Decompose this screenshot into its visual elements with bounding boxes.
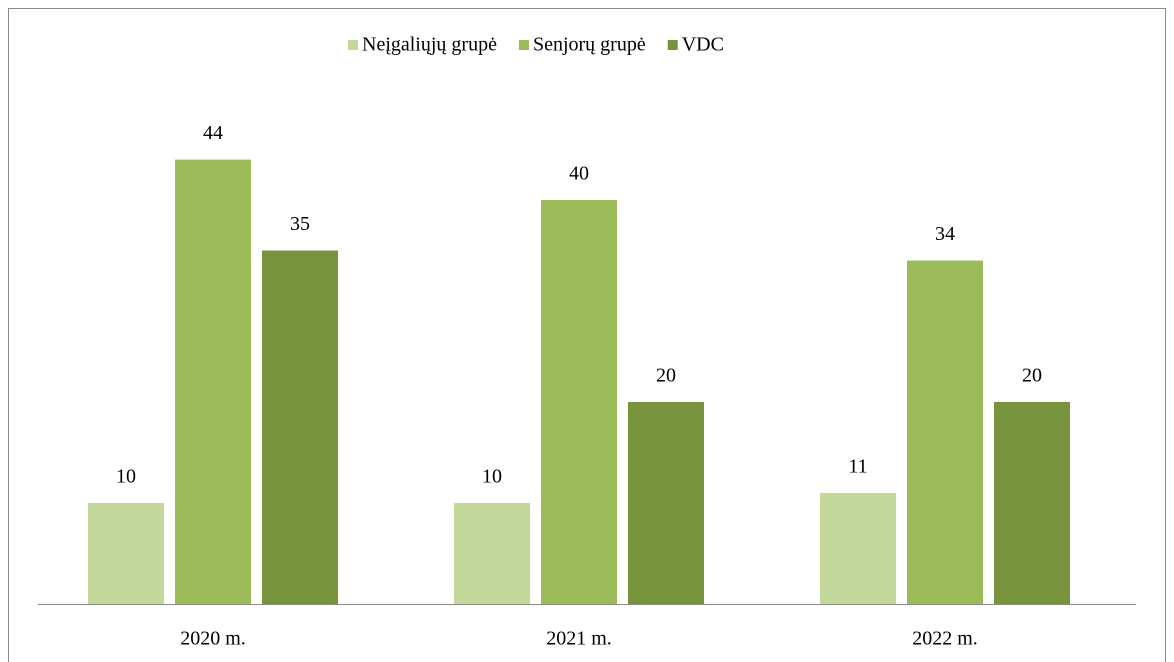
legend-swatch xyxy=(348,40,358,50)
bar xyxy=(907,260,983,604)
legend-swatch xyxy=(518,40,529,50)
data-label: 34 xyxy=(935,223,955,245)
data-label: 44 xyxy=(203,122,223,144)
data-label: 10 xyxy=(116,466,136,488)
bar xyxy=(88,503,164,604)
data-label: 20 xyxy=(656,365,676,387)
data-label: 20 xyxy=(1022,365,1042,387)
bar xyxy=(628,402,704,604)
x-tick-label: 2021 m. xyxy=(546,628,612,650)
data-label: 40 xyxy=(569,163,589,185)
bar xyxy=(541,200,617,604)
legend-label: VDC xyxy=(682,34,724,56)
x-tick-label: 2020 m. xyxy=(180,628,246,650)
legend-swatch xyxy=(667,40,678,50)
bar xyxy=(454,503,530,604)
bar xyxy=(820,492,896,604)
data-label: 35 xyxy=(290,213,310,235)
bar xyxy=(262,250,338,604)
data-label: 10 xyxy=(482,466,502,488)
legend-label: Neįgaliųjų grupė xyxy=(362,34,497,56)
legend-label: Senjorų grupė xyxy=(533,34,646,56)
bar xyxy=(175,159,251,604)
data-label: 11 xyxy=(848,455,867,477)
bar xyxy=(994,402,1070,604)
x-tick-label: 2022 m. xyxy=(912,628,978,650)
